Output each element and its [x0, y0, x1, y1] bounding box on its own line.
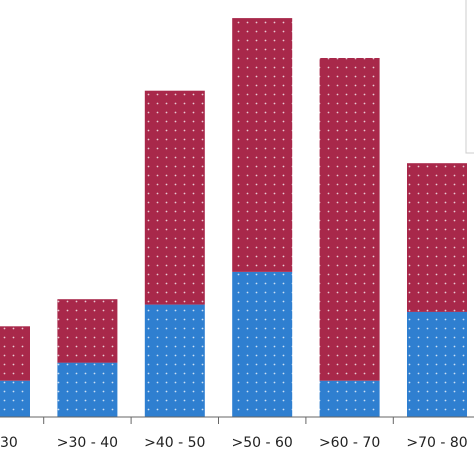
bar-lower-segment-5	[407, 311, 467, 417]
x-tick-labels: 30 >30 - 40 >40 - 50 >50 - 60 >60 - 70 >70 - …	[0, 417, 468, 451]
bar-upper-segment-5	[407, 163, 467, 312]
bar-upper-segment-4	[319, 58, 380, 381]
bar-upper-segment-3	[232, 18, 293, 272]
x-tick-label-3: >50 - 60	[232, 435, 293, 451]
legend-box	[465, 0, 474, 154]
bar-upper-segment-0	[0, 326, 30, 381]
legend-frame	[465, 0, 474, 154]
bar-lower-segment-3	[232, 272, 293, 417]
x-tick-label-0: 30	[0, 435, 18, 451]
x-tick-label-4: >60 - 70	[319, 435, 380, 451]
bar-upper-segment-1	[57, 299, 118, 363]
bars-group	[0, 18, 467, 417]
x-tick-label-5: >70 - 80	[406, 435, 467, 451]
x-tick-label-2: >40 - 50	[144, 435, 205, 451]
bar-lower-segment-2	[144, 304, 205, 417]
bar-lower-segment-0	[0, 380, 30, 417]
bar-upper-segment-2	[144, 90, 205, 305]
bar-lower-segment-4	[319, 380, 380, 417]
x-tick-label-1: >30 - 40	[57, 435, 118, 451]
bar-lower-segment-1	[57, 362, 118, 417]
